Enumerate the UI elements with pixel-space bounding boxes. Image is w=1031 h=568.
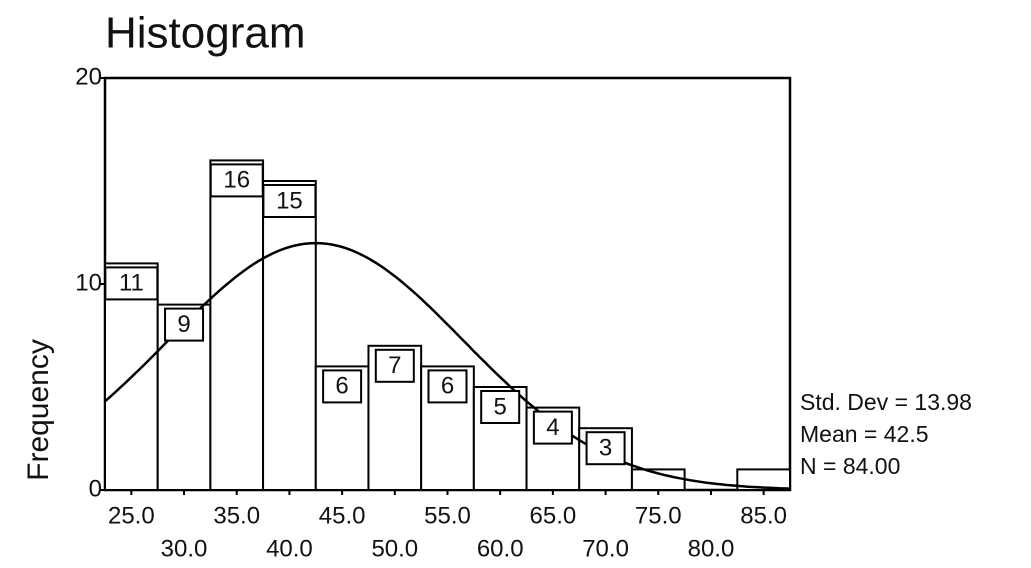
- y-tick-label: 20: [75, 63, 102, 90]
- value-label-box: [262, 184, 317, 218]
- value-label-box: [374, 348, 415, 383]
- value-label: 5: [494, 393, 507, 420]
- x-tick-label: 50.0: [371, 535, 418, 562]
- x-tick-label: 65.0: [530, 502, 577, 529]
- x-tick-label: 80.0: [688, 535, 735, 562]
- x-tick-label: 40.0: [266, 535, 313, 562]
- stat-label: N = 84.00: [800, 453, 900, 479]
- value-label: 3: [599, 435, 612, 462]
- x-tick-label: 75.0: [635, 502, 682, 529]
- chart-title: Histogram: [105, 9, 306, 58]
- x-tick-label: 30.0: [161, 535, 208, 562]
- value-label: 16: [223, 167, 250, 194]
- x-tick-label: 45.0: [319, 502, 366, 529]
- value-label: 6: [335, 373, 348, 400]
- x-tick-label: 85.0: [740, 502, 787, 529]
- value-label: 4: [546, 414, 559, 441]
- value-label: 15: [276, 187, 303, 214]
- value-label-box: [209, 163, 264, 198]
- x-tick-label: 25.0: [108, 502, 155, 529]
- value-label-box: [104, 266, 159, 301]
- value-label: 7: [388, 352, 401, 379]
- bar: [736, 468, 791, 491]
- value-label: 9: [177, 311, 190, 338]
- normal-curve: [104, 241, 791, 490]
- value-label-box: [322, 369, 363, 404]
- y-axis-label: Frequency: [22, 339, 55, 481]
- y-tick-label: 0: [89, 475, 102, 502]
- y-tick-label: 10: [75, 269, 102, 296]
- value-label-box: [585, 431, 626, 466]
- bar: [209, 159, 265, 491]
- value-label: 6: [441, 373, 454, 400]
- value-label-box: [164, 307, 205, 342]
- value-label-box: [480, 390, 521, 424]
- value-label-box: [532, 410, 573, 445]
- x-tick-label: 60.0: [477, 535, 524, 562]
- x-tick-label: 35.0: [213, 502, 260, 529]
- x-tick-label: 55.0: [424, 502, 471, 529]
- stat-label: Std. Dev = 13.98: [800, 389, 972, 415]
- stat-label: Mean = 42.5: [800, 421, 929, 447]
- bar: [262, 180, 317, 491]
- value-label-box: [427, 369, 468, 404]
- value-label: 11: [119, 270, 144, 297]
- x-tick-label: 70.0: [582, 535, 629, 562]
